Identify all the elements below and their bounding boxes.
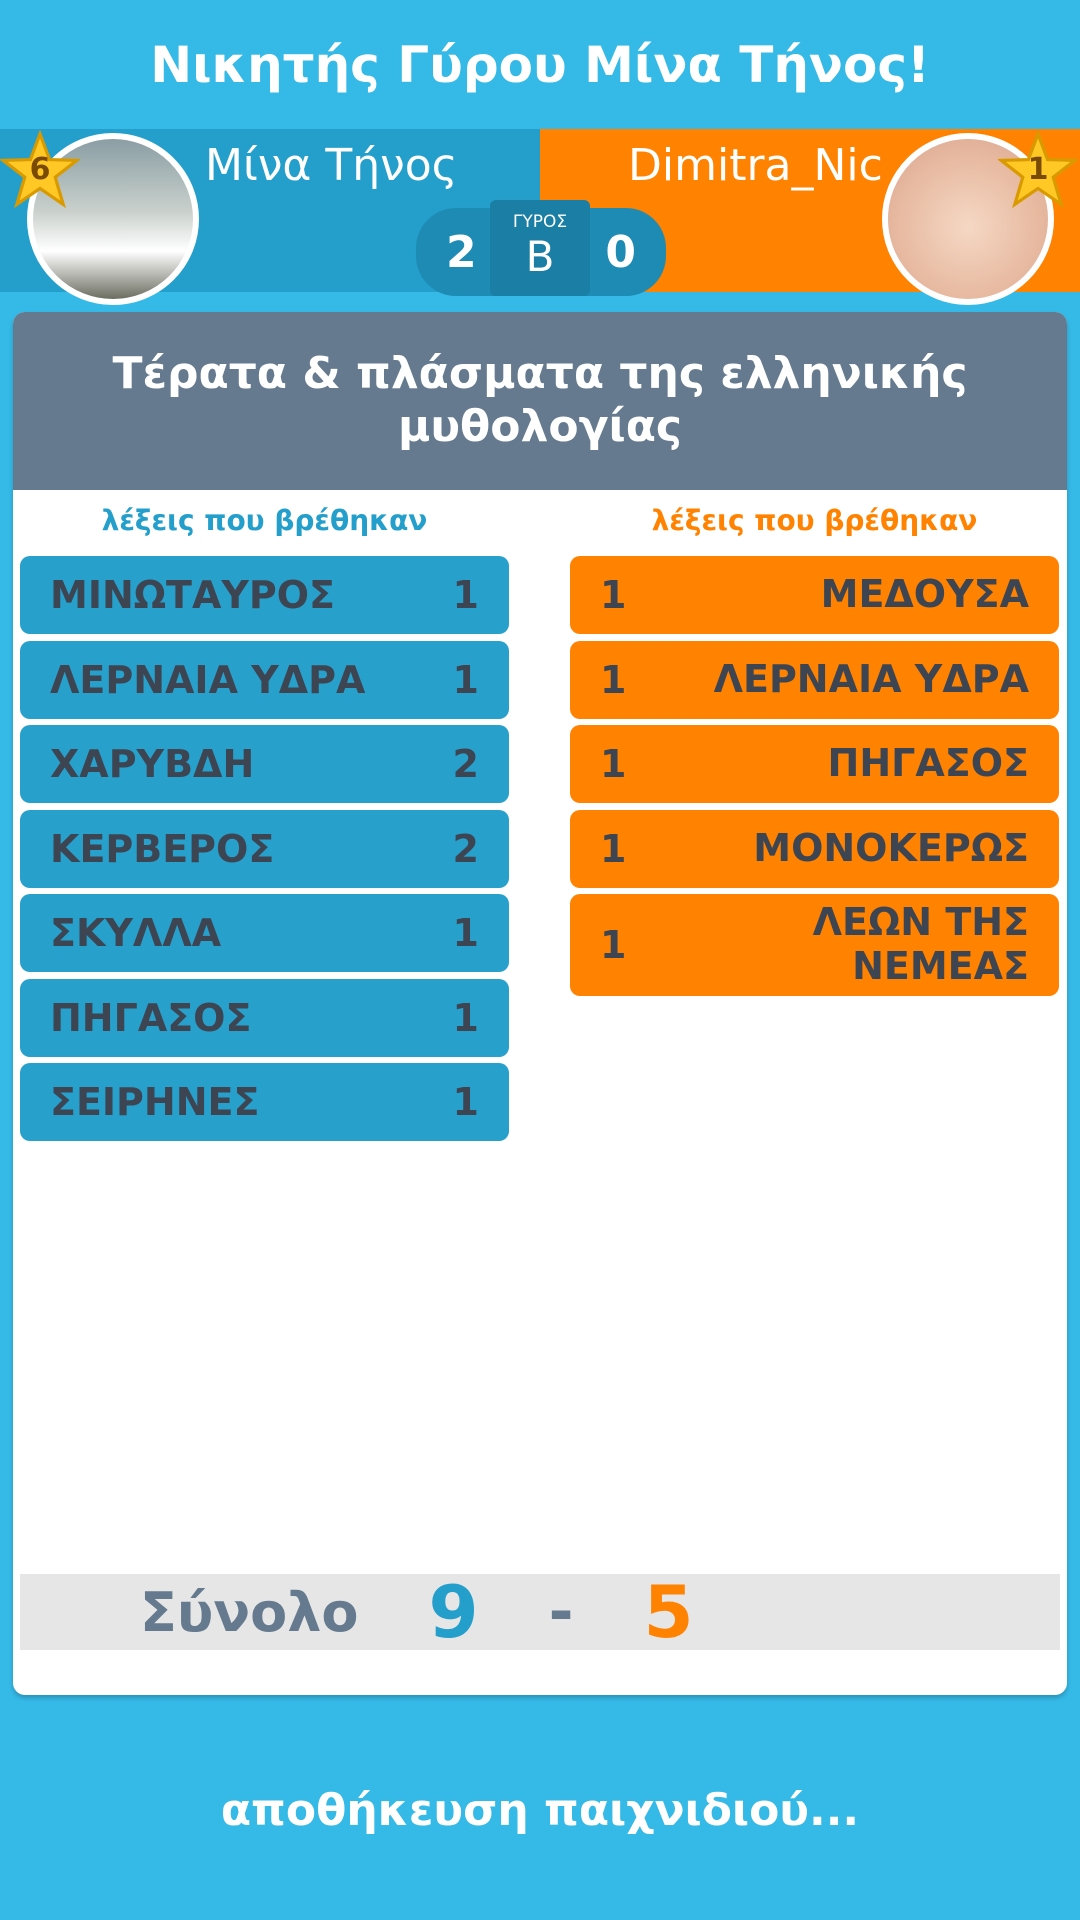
word: ΛΕΩΝ ΤΗΣ ΝΕΜΕΑΣ — [812, 900, 1029, 988]
player-right-level-badge: 1 — [998, 130, 1078, 210]
player-right-score: 0 — [605, 226, 636, 278]
word-row: 1 ΛΕΩΝ ΤΗΣ ΝΕΜΕΑΣ — [570, 894, 1059, 996]
word: ΧΑΡΥΒΔΗ — [50, 742, 255, 786]
word: ΛΕΡΝΑΙΑ ΥΔΡΑ — [50, 657, 366, 702]
level-star-icon — [998, 130, 1078, 209]
word-points: 1 — [600, 742, 627, 786]
word-points: 1 — [452, 1080, 479, 1124]
word-row: 1 ΛΕΡΝΑΙΑ ΥΔΡΑ — [570, 640, 1059, 719]
word: ΜΕΔΟΥΣΑ — [820, 572, 1029, 617]
right-column-label: λέξεις που βρέθηκαν — [651, 504, 978, 537]
word: ΛΕΡΝΑΙΑ ΥΔΡΑ — [713, 656, 1029, 701]
word-row: 1 ΠΗΓΑΣΟΣ — [570, 725, 1059, 803]
player-right-name: Dimitra_Nic — [628, 140, 883, 191]
word-points: 1 — [452, 911, 479, 955]
round-label: ΓΥΡΟΣ — [512, 212, 568, 232]
total-separator: - — [548, 1577, 574, 1647]
word-points: 1 — [600, 573, 627, 617]
round-value: B — [525, 232, 555, 281]
level-star-icon — [0, 130, 80, 209]
word: ΣΚΥΛΛΑ — [50, 911, 222, 955]
word-points: 1 — [600, 657, 627, 702]
word-row: ΣΕΙΡΗΝΕΣ 1 — [20, 1063, 509, 1141]
word-row: ΛΕΡΝΑΙΑ ΥΔΡΑ 1 — [20, 640, 509, 719]
word: ΠΗΓΑΣΟΣ — [50, 995, 252, 1040]
word-row: ΠΗΓΑΣΟΣ 1 — [20, 978, 509, 1057]
total-left: 9 — [428, 1570, 479, 1654]
word-points: 1 — [600, 826, 627, 871]
word-points: 1 — [452, 657, 479, 702]
total-label: Σύνολο — [140, 1580, 359, 1644]
word: ΚΕΡΒΕΡΟΣ — [50, 826, 275, 871]
word-row: 1 ΜΟΝΟΚΕΡΩΣ — [570, 809, 1059, 888]
word-row: ΜΙΝΩΤΑΥΡΟΣ 1 — [20, 556, 509, 634]
player-left-level-badge: 6 — [0, 130, 80, 210]
word: ΜΟΝΟΚΕΡΩΣ — [753, 825, 1029, 870]
word: ΠΗΓΑΣΟΣ — [827, 741, 1029, 786]
total-right: 5 — [643, 1570, 694, 1654]
word-row: 1 ΜΕΔΟΥΣΑ — [570, 556, 1059, 634]
total-bar: Σύνολο 9 - 5 — [20, 1570, 1060, 1654]
category-title: Τέρατα & πλάσματα της ελληνικής μυθολογί… — [13, 312, 1067, 490]
player-right-level: 1 — [1027, 152, 1049, 187]
left-column-label: λέξεις που βρέθηκαν — [101, 504, 428, 537]
word-row: ΧΑΡΥΒΔΗ 2 — [20, 725, 509, 803]
word-row: ΚΕΡΒΕΡΟΣ 2 — [20, 809, 509, 888]
word: ΜΙΝΩΤΑΥΡΟΣ — [50, 573, 336, 617]
word-row: ΣΚΥΛΛΑ 1 — [20, 894, 509, 972]
word-points: 1 — [600, 923, 627, 967]
page-title: Νικητής Γύρου Μίνα Τήνος! — [150, 35, 930, 94]
word-points: 1 — [452, 995, 479, 1040]
round-indicator: ΓΥΡΟΣ B — [490, 200, 590, 296]
player-left-name: Μίνα Τήνος — [205, 140, 458, 191]
word-points: 2 — [452, 826, 479, 871]
word: ΣΕΙΡΗΝΕΣ — [50, 1080, 260, 1124]
player-left-level: 6 — [29, 152, 51, 187]
word-points: 2 — [452, 742, 479, 786]
player-left-score: 2 — [446, 226, 477, 278]
results-card: Τέρατα & πλάσματα της ελληνικής μυθολογί… — [13, 312, 1067, 1695]
word-points: 1 — [452, 573, 479, 617]
saving-status: αποθήκευση παιχνιδιού... — [220, 1785, 860, 1836]
